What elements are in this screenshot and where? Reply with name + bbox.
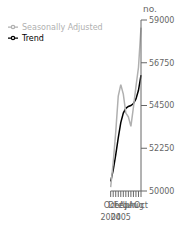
html-text:no.: no. [143, 4, 157, 14]
html-text:Seasonally Adjusted: Seasonally Adjusted [22, 22, 103, 32]
svg-text:56750: 56750 [149, 59, 173, 68]
svg-text:59000: 59000 [149, 16, 173, 25]
svg-text:54500: 54500 [149, 101, 173, 110]
html-text:Trend: Trend [22, 33, 44, 42]
svg-text:Oct: Oct [134, 201, 148, 210]
svg-text:52250: 52250 [149, 144, 173, 153]
svg-text:50000: 50000 [149, 187, 173, 196]
svg-text:2005: 2005 [111, 213, 131, 222]
